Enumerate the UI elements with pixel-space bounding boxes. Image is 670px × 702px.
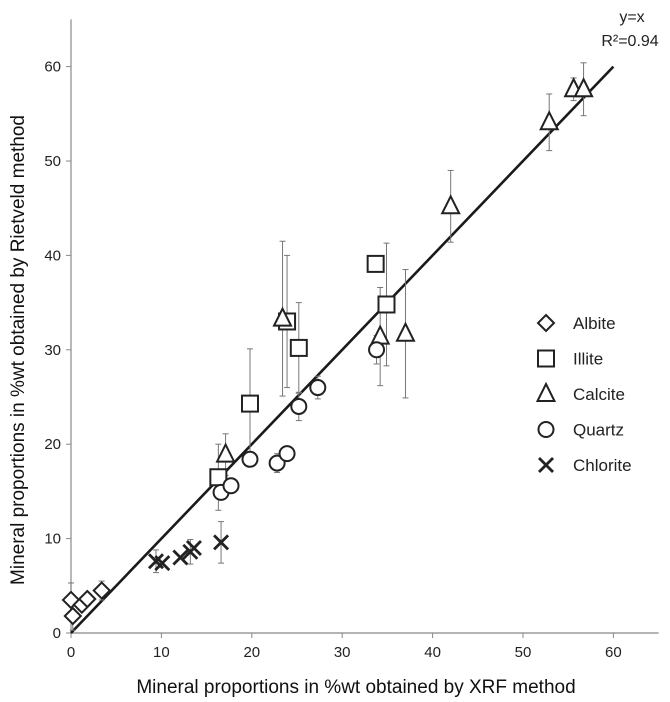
legend-label-quartz: Quartz xyxy=(573,421,624,440)
x-tick-label: 50 xyxy=(515,644,532,661)
quartz-point xyxy=(222,477,240,495)
calcite-point xyxy=(395,321,416,342)
calcite-point xyxy=(215,442,236,463)
y-tick-label: 10 xyxy=(44,531,61,548)
legend-marker-albite xyxy=(536,313,556,333)
quartz-point xyxy=(278,445,296,463)
chlorite-point xyxy=(185,540,202,557)
quartz-point xyxy=(309,379,327,397)
fit-line-group xyxy=(70,65,615,634)
legend-label-calcite: Calcite xyxy=(573,385,625,404)
x-tick-label: 40 xyxy=(424,644,441,661)
data-points xyxy=(61,77,594,626)
y-tick-label: 0 xyxy=(53,625,61,642)
illite-point xyxy=(377,295,396,314)
legend-marker-calcite xyxy=(535,381,557,402)
legend-label-albite: Albite xyxy=(573,314,616,333)
y-tick-label: 40 xyxy=(44,247,61,264)
legend-marker-chlorite xyxy=(538,457,554,473)
albite-point xyxy=(77,589,97,609)
x-tick-label: 30 xyxy=(334,644,351,661)
y-tick-label: 50 xyxy=(44,153,61,170)
chlorite-point xyxy=(172,549,189,566)
x-tick-label: 10 xyxy=(153,644,170,661)
y-tick-label: 60 xyxy=(44,59,61,76)
chlorite-point xyxy=(213,534,230,551)
y-axis-title: Mineral proportions in %wt obtained by R… xyxy=(8,115,29,585)
legend-marker-quartz xyxy=(537,421,555,438)
fit-line-label: y=x xyxy=(619,9,644,26)
legend-label-chlorite: Chlorite xyxy=(573,456,632,475)
fit-line xyxy=(70,65,615,634)
error-bars xyxy=(68,62,587,631)
x-axis-title: Mineral proportions in %wt obtained by X… xyxy=(136,677,575,698)
illite-point xyxy=(366,254,385,273)
albite-point xyxy=(92,581,112,600)
y-tick-label: 30 xyxy=(44,342,61,359)
quartz-point xyxy=(368,341,386,359)
chlorite-point xyxy=(154,555,171,572)
illite-point xyxy=(289,338,308,357)
r-squared-label: R²=0.94 xyxy=(601,33,658,50)
y-tick-label: 20 xyxy=(44,436,61,453)
calcite-point xyxy=(539,110,560,131)
quartz-point xyxy=(241,450,259,468)
axes xyxy=(70,19,659,634)
legend-label-illite: Illite xyxy=(573,350,603,369)
illite-point xyxy=(240,394,259,413)
ticks: 0 10 20 30 40 50 60 0 10 20 30 40 50 60 xyxy=(44,59,621,661)
x-tick-label: 0 xyxy=(67,644,75,661)
calcite-point xyxy=(573,77,594,98)
albite-point xyxy=(63,606,83,626)
quartz-point xyxy=(290,397,308,415)
calcite-point xyxy=(440,194,461,215)
calcite-point xyxy=(272,306,293,327)
legend: Albite Illite Calcite Quartz Chlorite xyxy=(535,313,632,475)
x-tick-label: 20 xyxy=(243,644,260,661)
legend-marker-illite xyxy=(537,349,555,368)
x-tick-label: 60 xyxy=(605,644,622,661)
